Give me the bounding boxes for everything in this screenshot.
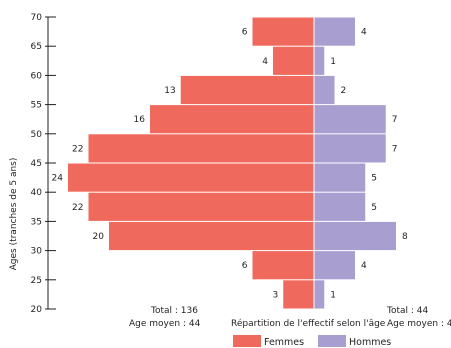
hommes-bar-60-65 [314,46,325,75]
y-axis: 20 25 30 35 40 45 50 55 60 65 70 [31,13,56,315]
hommes-value-label-20-25: 1 [330,290,336,300]
femmes-total: Total : 136 [150,306,198,316]
femmes-bar-25-30 [252,251,314,280]
femmes-value-label-40-45: 24 [52,174,64,184]
legend-label-femmes: Femmes [264,337,304,348]
femmes-value-label-60-65: 4 [262,57,268,67]
y-axis-title: Ages (tranches de 5 ans) [9,158,19,271]
y-tick-label-60: 60 [31,71,43,81]
femmes-age-moyen: Age moyen : 44 [129,319,201,329]
hommes-bar-30-35 [314,221,396,251]
y-tick-label-55: 55 [31,101,42,111]
hommes-bar-20-25 [314,280,325,309]
y-tick-label-20: 20 [31,305,43,315]
hommes-age-moyen: Age moyen : 44 [387,319,451,329]
y-tick-label-50: 50 [31,130,43,140]
hommes-bar-45-50 [314,134,386,163]
femmes-value-label-20-25: 3 [273,290,279,300]
hommes-bar-50-55 [314,105,386,134]
femmes-value-label-30-35: 20 [93,232,105,242]
hommes-value-label-60-65: 1 [330,57,336,67]
legend: Femmes Hommes [233,335,391,348]
legend-label-hommes: Hommes [349,337,391,348]
hommes-value-label-50-55: 7 [392,115,398,125]
femmes-value-label-55-60: 13 [164,86,175,96]
femmes-bar-45-50 [88,134,314,163]
femmes-bar-50-55 [150,105,314,134]
femmes-bar-55-60 [180,75,314,105]
femmes-value-label-35-40: 22 [72,203,83,213]
femmes-bar-60-65 [273,46,314,75]
hommes-total: Total : 44 [386,306,428,316]
femmes-bar-65-70 [252,17,314,46]
y-tick-label-40: 40 [31,188,43,198]
y-tick-label-30: 30 [31,247,43,257]
x-axis-caption: Répartition de l'effectif selon l'âge [231,318,386,329]
femmes-value-label-45-50: 22 [72,144,83,154]
hommes-bar-55-60 [314,75,335,105]
femmes-bar-35-40 [88,192,314,221]
femmes-bar-30-35 [109,221,314,251]
femmes-value-label-25-30: 6 [242,261,248,271]
hommes-value-label-35-40: 5 [371,203,377,213]
bars-group [68,17,396,309]
y-tick-label-65: 65 [31,42,42,52]
legend-swatch-hommes [318,335,346,347]
y-tick-label-45: 45 [31,159,42,169]
femmes-value-label-50-55: 16 [134,115,146,125]
femmes-bar-40-45 [68,163,314,192]
y-tick-label-25: 25 [31,276,42,286]
femmes-value-label-65-70: 6 [242,28,248,38]
legend-swatch-femmes [233,335,261,347]
y-tick-label-70: 70 [31,13,43,23]
hommes-bar-65-70 [314,17,355,46]
hommes-bar-25-30 [314,251,355,280]
hommes-value-label-40-45: 5 [371,174,377,184]
hommes-value-label-30-35: 8 [402,232,408,242]
hommes-value-label-65-70: 4 [361,28,367,38]
hommes-bar-40-45 [314,163,366,192]
hommes-value-label-55-60: 2 [341,86,347,96]
hommes-value-label-25-30: 4 [361,261,367,271]
value-labels-group: 3 6 20 22 24 22 16 13 4 6 1 4 8 5 5 7 7 2 1 4 [52,28,408,301]
hommes-bar-35-40 [314,192,366,221]
hommes-value-label-45-50: 7 [392,144,398,154]
femmes-bar-20-25 [283,280,314,309]
y-tick-label-35: 35 [31,217,42,227]
